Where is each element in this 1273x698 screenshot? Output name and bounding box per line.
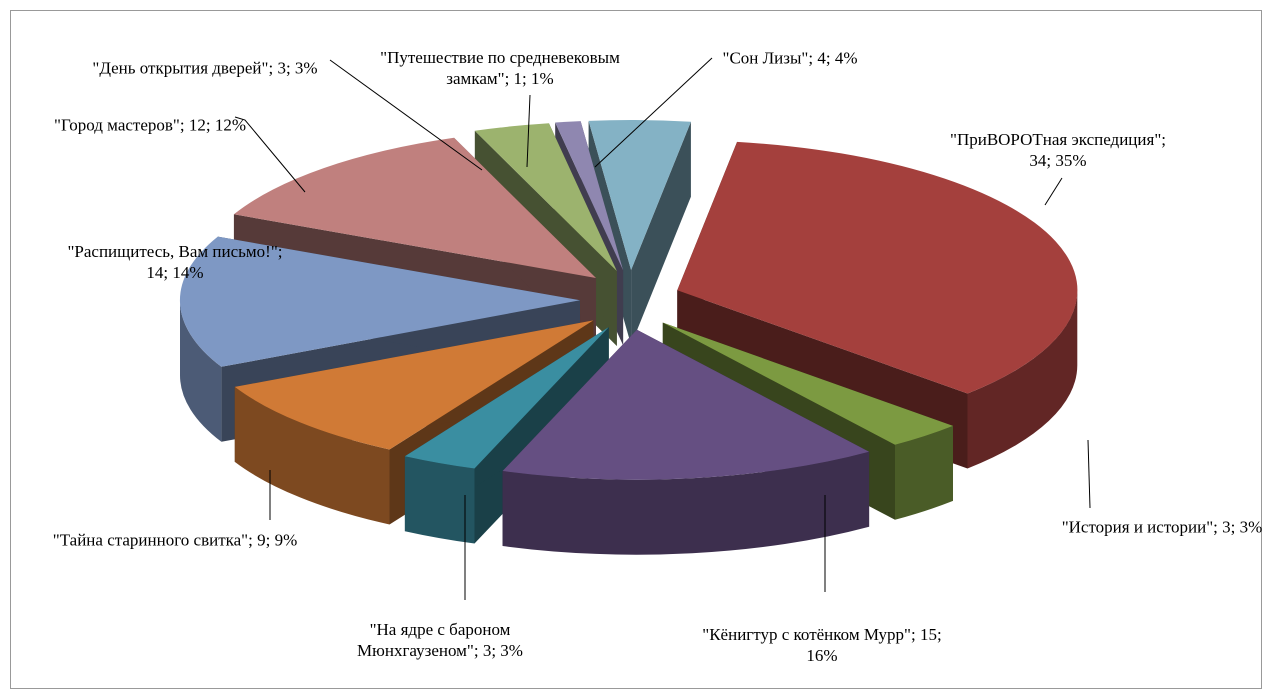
slice xyxy=(179,236,581,367)
slice xyxy=(404,327,609,469)
separator: ; xyxy=(277,242,283,261)
separator: ; xyxy=(1213,517,1223,537)
category: "Тайна старинного свитка" xyxy=(52,530,249,550)
category: "Путешествие по средневековым замкам" xyxy=(380,48,620,88)
data-label: "Город мастеров"; 12; 12% xyxy=(50,115,250,136)
slice-wall xyxy=(967,290,1078,469)
separator: ; xyxy=(179,115,189,135)
slice xyxy=(502,329,870,480)
value-label: 1; 1% xyxy=(513,69,554,88)
leader-line xyxy=(594,57,713,168)
data-label: "История и истории"; 3; 3% xyxy=(1047,517,1273,538)
slice xyxy=(555,121,624,271)
category: "Сон Лизы" xyxy=(722,48,809,68)
slice-wall xyxy=(234,386,390,525)
category: "На ядре с бароном Мюнхгаузеном" xyxy=(357,620,511,660)
slice-wall xyxy=(895,425,953,520)
slice-wall xyxy=(502,451,870,555)
separator: ; xyxy=(504,69,514,88)
slice xyxy=(233,137,597,279)
category: "ПриВОРОТная экспедиция" xyxy=(950,130,1162,149)
slice-wall xyxy=(179,300,222,442)
separator: ; xyxy=(268,58,278,78)
leader-line xyxy=(1044,177,1063,206)
category: "День открытия дверей" xyxy=(92,58,269,78)
value-label: 12; 12% xyxy=(188,115,246,135)
leader-line xyxy=(329,59,483,171)
separator: ; xyxy=(1161,130,1166,149)
data-label: "ПриВОРОТная экспедиция"; 34; 35% xyxy=(943,129,1173,171)
category: "История и истории" xyxy=(1061,517,1214,537)
value-label: 4; 4% xyxy=(817,48,858,68)
data-label: "Сон Лизы"; 4; 4% xyxy=(660,48,920,69)
data-label: "Тайна старинного свитка"; 9; 9% xyxy=(25,530,325,551)
leader-line xyxy=(234,116,306,193)
separator: ; xyxy=(473,641,483,660)
category: "Кёнигтур с котёнком Мурр" xyxy=(702,625,911,644)
slice xyxy=(662,322,953,445)
data-label: "Кёнигтур с котёнком Мурр"; 15; 16% xyxy=(702,624,942,666)
data-label: "Распищитесь, Вам письмо!"; 14; 14% xyxy=(60,241,290,283)
value-label: 3; 3% xyxy=(1222,517,1263,537)
separator: ; xyxy=(910,625,920,644)
value-label: 3; 3% xyxy=(277,58,318,78)
data-label: "На ядре с бароном Мюнхгаузеном"; 3; 3% xyxy=(310,619,570,661)
slice xyxy=(588,120,691,271)
leader-line xyxy=(526,94,531,168)
data-label: "День открытия дверей"; 3; 3% xyxy=(65,58,345,79)
slice-side xyxy=(631,121,691,346)
slice-wall xyxy=(404,456,475,544)
value-label: 15; 16% xyxy=(806,625,942,665)
value-label: 14; 14% xyxy=(146,263,204,282)
separator: ; xyxy=(248,530,258,550)
leader-line xyxy=(1087,439,1091,509)
category: "Город мастеров" xyxy=(54,115,180,135)
slice xyxy=(677,141,1078,394)
slice xyxy=(474,123,617,272)
separator: ; xyxy=(808,48,818,68)
value-label: 3; 3% xyxy=(482,641,523,660)
data-label: "Путешествие по средневековым замкам"; 1… xyxy=(365,47,635,89)
value-label: 34; 35% xyxy=(1029,151,1087,170)
value-label: 9; 9% xyxy=(257,530,298,550)
slice xyxy=(234,320,594,450)
category: "Распищитесь, Вам письмо!" xyxy=(67,242,278,261)
